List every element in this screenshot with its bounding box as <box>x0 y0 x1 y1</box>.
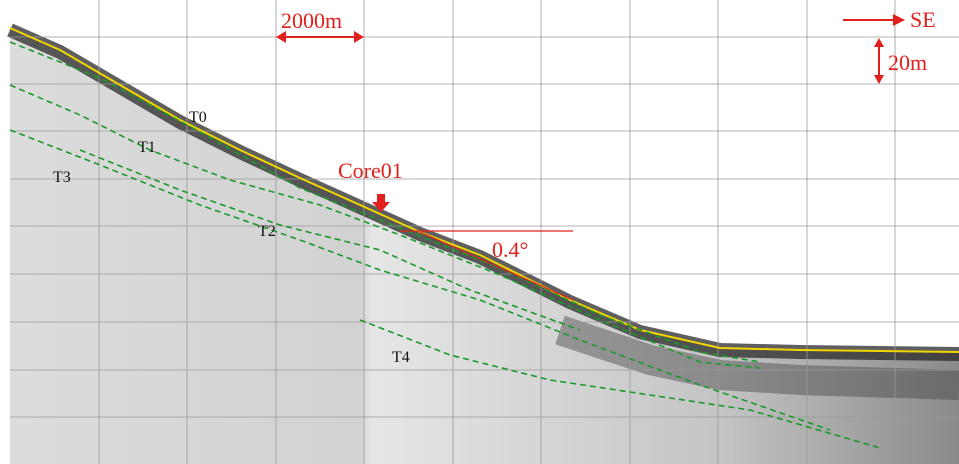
angle-slope <box>419 231 574 301</box>
angle-label: 0.4° <box>492 237 528 262</box>
horizon-label: T2 <box>258 223 276 240</box>
t1-horizon <box>9 84 761 369</box>
horizon-label: T1 <box>138 139 156 156</box>
t0-subline <box>9 41 761 363</box>
direction-arrowhead <box>893 14 905 26</box>
horizon-label: T3 <box>53 169 71 186</box>
t0-horizon <box>9 27 959 353</box>
horizon-label: T4 <box>392 349 410 366</box>
seabed-reflector <box>7 23 959 361</box>
grid <box>10 0 959 464</box>
vertical-scale-label: 20m <box>888 50 927 75</box>
scale-label: 2000m <box>281 8 342 33</box>
t4-horizon <box>359 319 881 449</box>
t2-horizon <box>9 129 831 431</box>
core-arrow <box>372 194 390 212</box>
core-label: Core01 <box>338 158 403 183</box>
t3-horizon <box>79 149 581 331</box>
scale-bar-arrows <box>276 31 364 43</box>
reflector-band <box>555 315 959 400</box>
horizon-label: T0 <box>189 109 207 126</box>
direction-label: SE <box>910 7 936 32</box>
